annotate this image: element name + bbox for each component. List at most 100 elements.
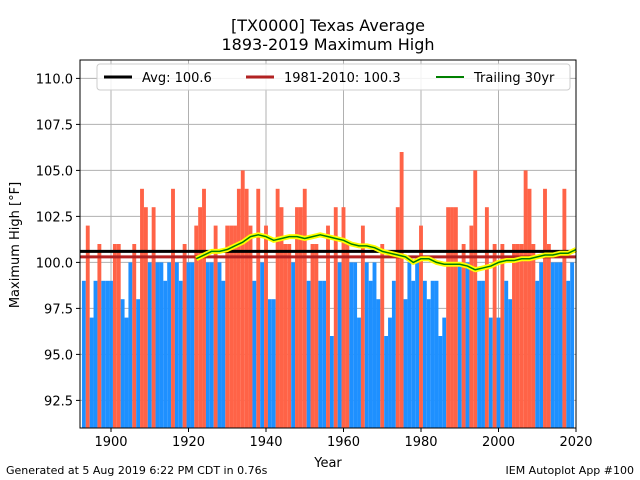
trailing-line-path (195, 234, 577, 271)
x-tick-label: 1980 (404, 435, 437, 450)
bar (562, 188, 567, 428)
bar (395, 207, 400, 428)
legend-avg-label: Avg: 100.6 (142, 71, 212, 86)
bar (566, 280, 571, 428)
bar (182, 244, 187, 428)
bar (302, 188, 307, 428)
bar (318, 280, 323, 428)
legend-box (96, 63, 571, 91)
bar (415, 262, 420, 428)
bar (295, 207, 299, 428)
bar (399, 152, 404, 428)
bar (515, 244, 520, 428)
bar (481, 280, 485, 428)
bar (426, 299, 431, 428)
bar (512, 244, 516, 428)
bar (411, 280, 416, 428)
bar (337, 262, 342, 428)
y-tick-label: 92.5 (44, 394, 73, 409)
x-tick-label: 2020 (559, 435, 592, 450)
x-axis-label: Year (313, 456, 342, 471)
y-tick-label: 107.5 (36, 118, 73, 133)
bar (430, 280, 435, 428)
bar (550, 262, 555, 428)
bar (461, 244, 466, 428)
chart-title: [TX0000] Texas Average (231, 16, 425, 35)
bar (97, 244, 102, 428)
y-tick-label: 95.0 (44, 348, 73, 363)
bar (105, 280, 110, 428)
bar (217, 262, 222, 428)
bar (477, 280, 482, 428)
bar (85, 225, 90, 428)
legend: Avg: 100.6 1981-2010: 100.3 Trailing 30y… (96, 63, 571, 91)
bar (132, 244, 137, 428)
bar (190, 262, 195, 428)
plot-frame (79, 59, 577, 429)
bar (543, 188, 547, 428)
bar (492, 244, 497, 428)
bar (109, 280, 113, 428)
bar (229, 225, 234, 428)
bar (446, 207, 451, 428)
y-axis-label: Maximum High [°F] (8, 182, 23, 308)
bar (101, 280, 106, 428)
bar (279, 207, 284, 428)
bar (209, 262, 214, 428)
bar (112, 244, 117, 428)
bar (205, 262, 210, 428)
bar (438, 336, 443, 428)
bar (264, 225, 268, 428)
bar (174, 262, 179, 428)
bar (143, 207, 148, 428)
trailing-line (195, 232, 578, 273)
bar (271, 299, 276, 428)
bar (368, 280, 373, 428)
bar (333, 207, 338, 428)
bar (434, 280, 439, 428)
bar (291, 262, 296, 428)
bar (310, 244, 315, 428)
bar (248, 225, 253, 428)
bar (178, 280, 183, 428)
bar (570, 262, 575, 428)
bar (496, 317, 501, 428)
x-tick-label: 1960 (327, 435, 360, 450)
bar (89, 317, 94, 428)
bar (124, 317, 129, 428)
bar (147, 262, 152, 428)
bar (554, 262, 559, 428)
bar (267, 299, 272, 428)
bar (453, 207, 458, 428)
bar (391, 280, 396, 428)
bar (527, 188, 532, 428)
x-tick-label: 1940 (249, 435, 282, 450)
bar (194, 225, 199, 428)
bar (322, 280, 327, 428)
bar (159, 262, 164, 428)
footer-app-text: IEM Autoplot App #100 (505, 464, 635, 477)
x-tick-label: 1900 (94, 435, 127, 450)
bar (384, 336, 389, 428)
bar (275, 188, 280, 428)
bar (140, 188, 144, 428)
bar (213, 225, 218, 428)
bar (329, 336, 334, 428)
bar (236, 188, 241, 428)
bar (198, 207, 203, 428)
bar (326, 225, 330, 428)
y-tick-label: 102.5 (36, 210, 73, 225)
bar (128, 262, 133, 428)
bar (287, 244, 292, 428)
bar (473, 170, 478, 428)
footer-generated-text: Generated at 5 Aug 2019 6:22 PM CDT in 0… (6, 464, 268, 477)
bar (360, 225, 365, 428)
bars (81, 152, 575, 428)
bar (341, 207, 346, 428)
bar (221, 280, 226, 428)
bar (256, 188, 261, 428)
x-tick-label: 2000 (482, 435, 515, 450)
bar (349, 262, 354, 428)
bar (504, 280, 509, 428)
